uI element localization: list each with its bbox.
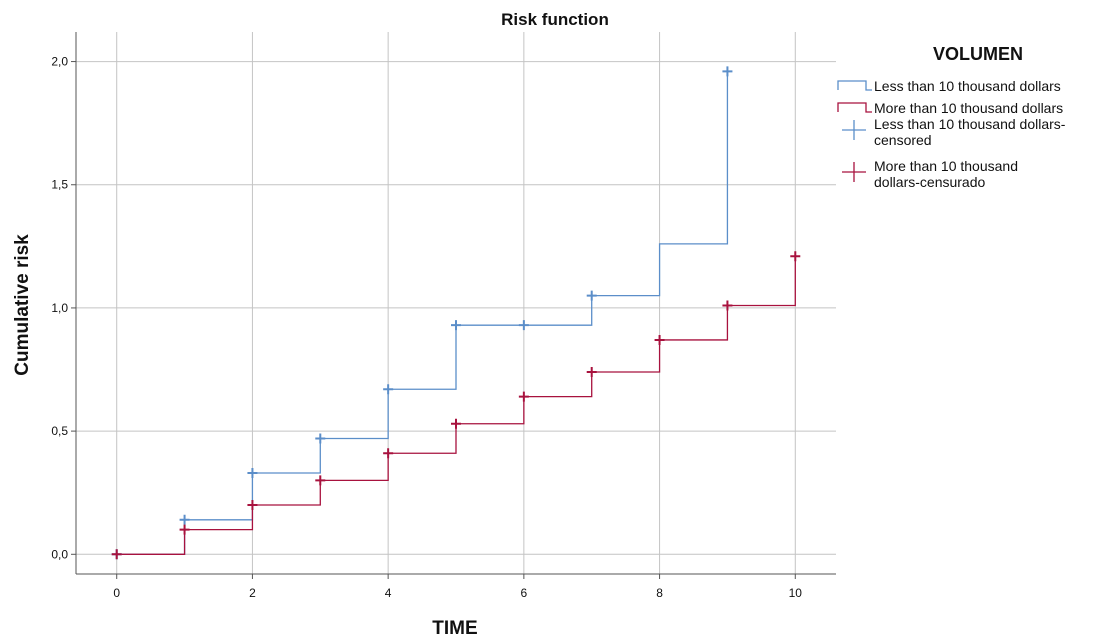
x-tick-label-4: 8 bbox=[656, 586, 663, 600]
x-axis-title: TIME bbox=[432, 618, 477, 639]
y-tick-label-2: 1,0 bbox=[51, 301, 68, 315]
x-tick-label-1: 2 bbox=[249, 586, 256, 600]
legend-cross-symbol-3 bbox=[842, 162, 866, 182]
legend-line-symbol-1 bbox=[837, 102, 872, 113]
legend-line-symbol-0 bbox=[837, 80, 872, 91]
x-tick-label-0: 0 bbox=[113, 586, 120, 600]
legend: VOLUMEN Less than 10 thousand dollars Mor… bbox=[837, 44, 1066, 190]
censor-marker-0-2 bbox=[247, 467, 258, 478]
legend-label-0-0: Less than 10 thousand dollars bbox=[874, 78, 1061, 94]
legend-label-3-1: dollars-censurado bbox=[874, 174, 985, 190]
censor-marker-1-2 bbox=[247, 500, 258, 511]
censor-marker-1-10 bbox=[790, 251, 801, 262]
censor-marker-0-7 bbox=[586, 290, 597, 301]
censor-marker-1-9 bbox=[722, 300, 733, 311]
legend-label-3-0: More than 10 thousand bbox=[874, 158, 1018, 174]
x-tick-label-2: 4 bbox=[385, 586, 392, 600]
legend-label-2-1: censored bbox=[874, 132, 932, 148]
series-line-1 bbox=[116, 256, 796, 555]
censor-marker-0-1 bbox=[179, 514, 190, 525]
censor-marker-1-1 bbox=[179, 524, 190, 535]
censor-marker-1-8 bbox=[654, 334, 665, 345]
x-axis-ticks: 0 2 4 6 8 10 bbox=[113, 574, 802, 600]
censor-marker-0-8 bbox=[722, 66, 733, 77]
censor-marker-1-6 bbox=[518, 391, 529, 402]
censor-marker-1-5 bbox=[451, 418, 461, 429]
legend-label-2-0: Less than 10 thousand dollars- bbox=[874, 116, 1066, 132]
legend-cross-symbol-2 bbox=[842, 120, 866, 140]
censor-marker-1-3 bbox=[315, 475, 326, 486]
chart-title: Risk function bbox=[501, 10, 609, 29]
y-tick-label-3: 1,5 bbox=[51, 178, 68, 192]
series-line-0 bbox=[116, 71, 729, 555]
x-tick-label-5: 10 bbox=[789, 586, 803, 600]
series-lines bbox=[116, 71, 796, 555]
legend-label-1-0: More than 10 thousand dollars bbox=[874, 100, 1063, 116]
x-tick-label-3: 6 bbox=[521, 586, 528, 600]
y-axis-title: Cumulative risk bbox=[12, 234, 33, 376]
y-tick-label-0: 0,0 bbox=[51, 547, 68, 561]
censor-marker-0-6 bbox=[518, 320, 529, 331]
censor-marker-1-4 bbox=[383, 448, 394, 459]
censor-marker-0-4 bbox=[383, 384, 394, 395]
censor-markers bbox=[111, 66, 801, 560]
y-tick-label-1: 0,5 bbox=[51, 424, 68, 438]
y-axis-ticks: 0,0 0,5 1,0 1,5 2,0 bbox=[51, 55, 76, 561]
censor-marker-1-0 bbox=[111, 549, 122, 560]
y-tick-label-4: 2,0 bbox=[51, 55, 68, 69]
censor-marker-0-3 bbox=[315, 433, 326, 444]
grid-lines bbox=[76, 32, 836, 574]
censor-marker-1-7 bbox=[586, 366, 597, 377]
legend-title: VOLUMEN bbox=[933, 44, 1023, 64]
censor-marker-0-5 bbox=[451, 320, 461, 331]
plot-frame bbox=[75, 32, 836, 575]
